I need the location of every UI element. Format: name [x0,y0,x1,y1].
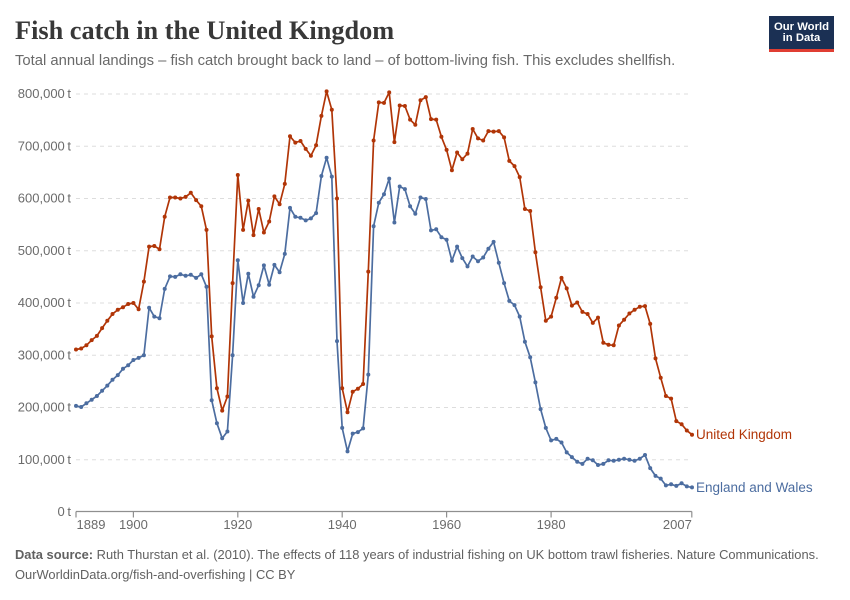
svg-text:500,000 t: 500,000 t [18,243,72,258]
svg-text:1900: 1900 [119,517,148,532]
svg-text:1940: 1940 [328,517,357,532]
svg-text:1920: 1920 [223,517,252,532]
svg-text:300,000 t: 300,000 t [18,347,72,362]
svg-text:1889: 1889 [77,517,106,532]
svg-text:United Kingdom: United Kingdom [696,427,792,442]
svg-text:2007: 2007 [663,517,692,532]
svg-text:0 t: 0 t [58,504,72,519]
svg-text:800,000 t: 800,000 t [18,86,72,101]
svg-text:England and Wales: England and Wales [696,480,813,495]
svg-text:200,000 t: 200,000 t [18,400,72,415]
svg-text:400,000 t: 400,000 t [18,295,72,310]
svg-text:1960: 1960 [432,517,461,532]
svg-text:1980: 1980 [537,517,566,532]
svg-text:100,000 t: 100,000 t [18,452,72,467]
svg-text:700,000 t: 700,000 t [18,138,72,153]
svg-text:600,000 t: 600,000 t [18,191,72,206]
